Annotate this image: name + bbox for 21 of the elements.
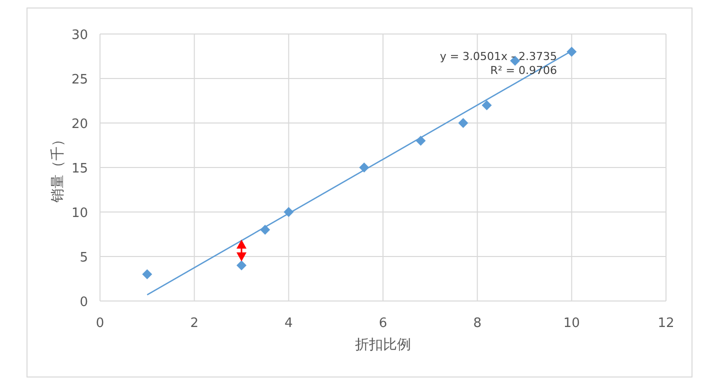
- annotation: y = 3.0501x - 2.3735: [440, 50, 557, 63]
- y-tick-label: 0: [80, 295, 88, 310]
- y-tick-label: 20: [71, 117, 88, 132]
- point: [482, 100, 492, 110]
- x-tick-label: 12: [658, 316, 674, 331]
- y-tick-label: 15: [71, 162, 88, 176]
- y-tick-label: 30: [71, 28, 88, 43]
- x-axis-title: 折扣比例: [355, 337, 411, 353]
- point: [142, 269, 152, 280]
- point: [458, 118, 468, 128]
- point: [236, 260, 246, 270]
- x-tick-label: 2: [190, 316, 198, 331]
- x-tick-label: 4: [284, 316, 293, 331]
- x-tick-label: 6: [378, 316, 388, 331]
- x-tick-label: 8: [473, 316, 482, 331]
- y-tick-label: 10: [71, 206, 88, 221]
- x-tick-label: 0: [96, 316, 104, 331]
- x-tick-label: 10: [563, 316, 580, 331]
- y-axis-title: 销量（千）: [50, 132, 66, 204]
- y-tick-label: 25: [71, 72, 88, 88]
- y-tick-label: 5: [80, 250, 88, 266]
